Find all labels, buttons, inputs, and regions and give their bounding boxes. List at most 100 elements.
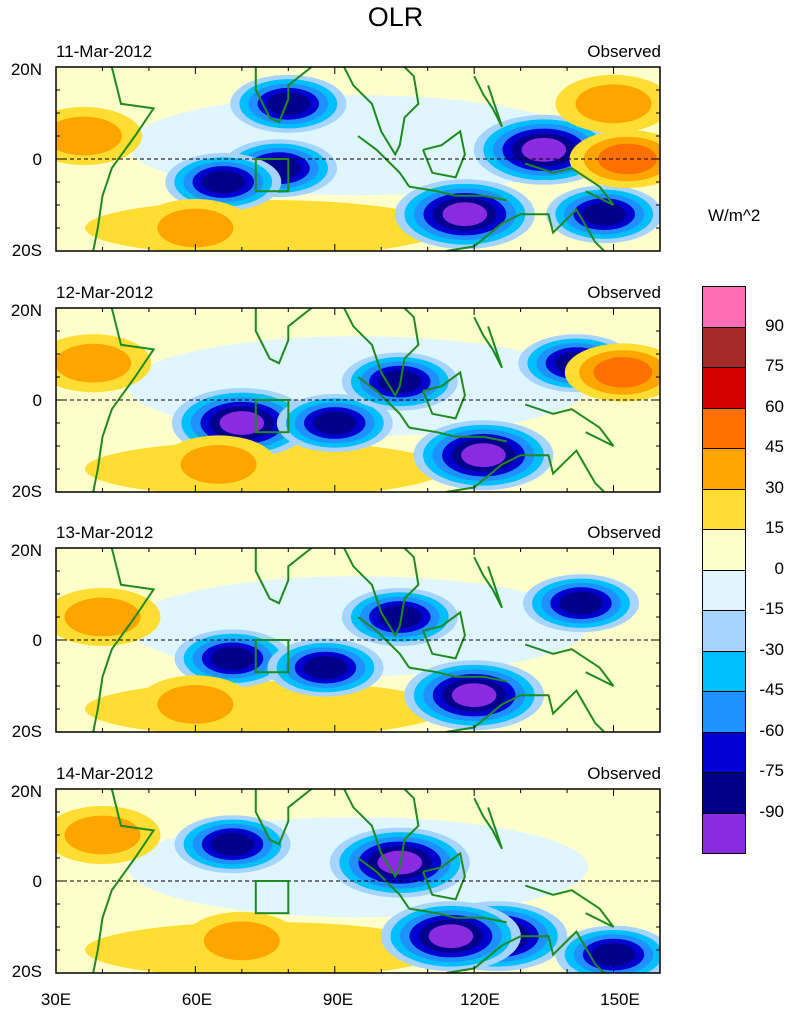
coastline bbox=[408, 185, 507, 202]
olr-contour-blob bbox=[461, 443, 506, 468]
olr-contour-blob bbox=[180, 445, 257, 484]
lat-label-eq: 0 bbox=[32, 150, 42, 169]
coastline bbox=[254, 548, 313, 605]
colorbar-level-label: -45 bbox=[759, 680, 784, 699]
coastline bbox=[357, 135, 410, 188]
index-box-region bbox=[254, 639, 290, 674]
coastline bbox=[422, 129, 466, 179]
colorbar-level-label: 75 bbox=[765, 356, 784, 375]
coastline bbox=[473, 556, 503, 609]
lon-label-90e: 90E bbox=[322, 990, 354, 1009]
lat-label-eq: 0 bbox=[32, 391, 42, 410]
olr-contour-blob bbox=[591, 943, 636, 967]
colorbar-level-label: 60 bbox=[765, 396, 784, 416]
olr-contour-blob bbox=[582, 202, 626, 226]
lat-label-20n: 20N bbox=[10, 60, 42, 79]
colorbar-swatch bbox=[702, 691, 746, 733]
colorbar-swatch bbox=[702, 448, 746, 490]
panel-date-label: 11-Mar-2012 bbox=[56, 42, 153, 61]
olr-contour-blob bbox=[313, 411, 357, 435]
coastline bbox=[254, 67, 313, 124]
olr-contour-blob bbox=[219, 411, 265, 435]
lat-label-eq: 0 bbox=[32, 872, 42, 891]
coastline bbox=[422, 370, 466, 420]
colorbar-swatch bbox=[702, 731, 746, 773]
coastline bbox=[343, 308, 420, 398]
lat-label-20n: 20N bbox=[10, 301, 42, 320]
coastline bbox=[408, 426, 507, 443]
panel-observed-label: Observed bbox=[587, 764, 661, 783]
coastline bbox=[254, 789, 313, 846]
lat-label-20s: 20S bbox=[11, 482, 42, 501]
colorbar-swatch bbox=[702, 772, 746, 814]
map-panel bbox=[56, 308, 660, 492]
coastline bbox=[524, 884, 615, 928]
colorbar-swatch bbox=[702, 488, 746, 530]
olr-contour-blob bbox=[598, 143, 657, 175]
panel-observed-label: Observed bbox=[587, 523, 661, 542]
lat-label-20s: 20S bbox=[11, 962, 42, 981]
lon-label-30e: 30E bbox=[40, 990, 72, 1009]
coastline bbox=[473, 75, 503, 128]
coastline bbox=[343, 67, 420, 157]
coastline bbox=[524, 643, 615, 687]
colorbar-level-label: -75 bbox=[759, 761, 784, 780]
lon-label-120e: 120E bbox=[460, 990, 500, 1009]
colorbar-swatch bbox=[702, 650, 746, 692]
coastline bbox=[357, 616, 410, 669]
lat-label-20s: 20S bbox=[11, 241, 42, 260]
coastline bbox=[446, 448, 605, 492]
coastline bbox=[446, 207, 605, 251]
colorbar-swatch bbox=[702, 367, 746, 409]
olr-contour-blob bbox=[303, 656, 348, 680]
colorbar-units: W/m^2 bbox=[708, 206, 761, 225]
coastline bbox=[357, 376, 410, 429]
index-box-region bbox=[254, 880, 290, 915]
chart-title: OLR bbox=[367, 2, 424, 32]
olr-contour-blob bbox=[559, 591, 603, 615]
lat-label-eq: 0 bbox=[32, 631, 42, 650]
olr-contour-blob bbox=[157, 685, 234, 724]
coastline bbox=[343, 548, 420, 638]
colorbar-swatch bbox=[702, 812, 746, 854]
colorbar-swatch bbox=[702, 286, 746, 328]
coastline bbox=[408, 666, 507, 683]
coastline bbox=[422, 851, 466, 901]
coastline bbox=[343, 789, 420, 879]
olr-contour-blob bbox=[56, 116, 122, 156]
olr-contour-blob bbox=[56, 343, 132, 383]
olr-contour-blob bbox=[210, 832, 255, 856]
index-box-region bbox=[254, 158, 290, 193]
coastline bbox=[473, 316, 503, 369]
olr-contour-blob bbox=[203, 921, 280, 961]
olr-contour-blob bbox=[157, 208, 234, 248]
panel-observed-label: Observed bbox=[587, 283, 661, 302]
panel-date-label: 13-Mar-2012 bbox=[56, 523, 154, 542]
olr-contour-blob bbox=[428, 924, 474, 949]
coastline bbox=[92, 308, 156, 492]
colorbar-level-label: -60 bbox=[759, 720, 784, 740]
colorbar-level-label: 0 bbox=[774, 558, 784, 578]
coastline bbox=[446, 688, 605, 732]
colorbar-swatch bbox=[702, 610, 746, 652]
map-panel bbox=[56, 548, 660, 732]
colorbar-swatch bbox=[702, 326, 746, 368]
olr-contour-blob bbox=[593, 357, 653, 388]
olr-contour-blob bbox=[64, 815, 141, 855]
colorbar-level-label: -30 bbox=[759, 639, 784, 659]
panel-date-label: 12-Mar-2012 bbox=[56, 283, 154, 302]
panel-date-label: 14-Mar-2012 bbox=[56, 764, 154, 783]
colorbar-level-label: 45 bbox=[765, 437, 784, 456]
map-panel bbox=[56, 67, 660, 251]
colorbar-level-label: 90 bbox=[765, 315, 784, 335]
olr-contour-blob bbox=[521, 137, 567, 162]
coastline bbox=[524, 403, 615, 447]
lon-label-150e: 150E bbox=[600, 990, 640, 1009]
coastline bbox=[422, 610, 466, 660]
colorbar-swatch bbox=[702, 407, 746, 449]
colorbar-swatch bbox=[702, 569, 746, 611]
olr-contour-blob bbox=[201, 170, 245, 194]
lon-label-60e: 60E bbox=[181, 990, 213, 1009]
panel-observed-label: Observed bbox=[587, 42, 661, 61]
